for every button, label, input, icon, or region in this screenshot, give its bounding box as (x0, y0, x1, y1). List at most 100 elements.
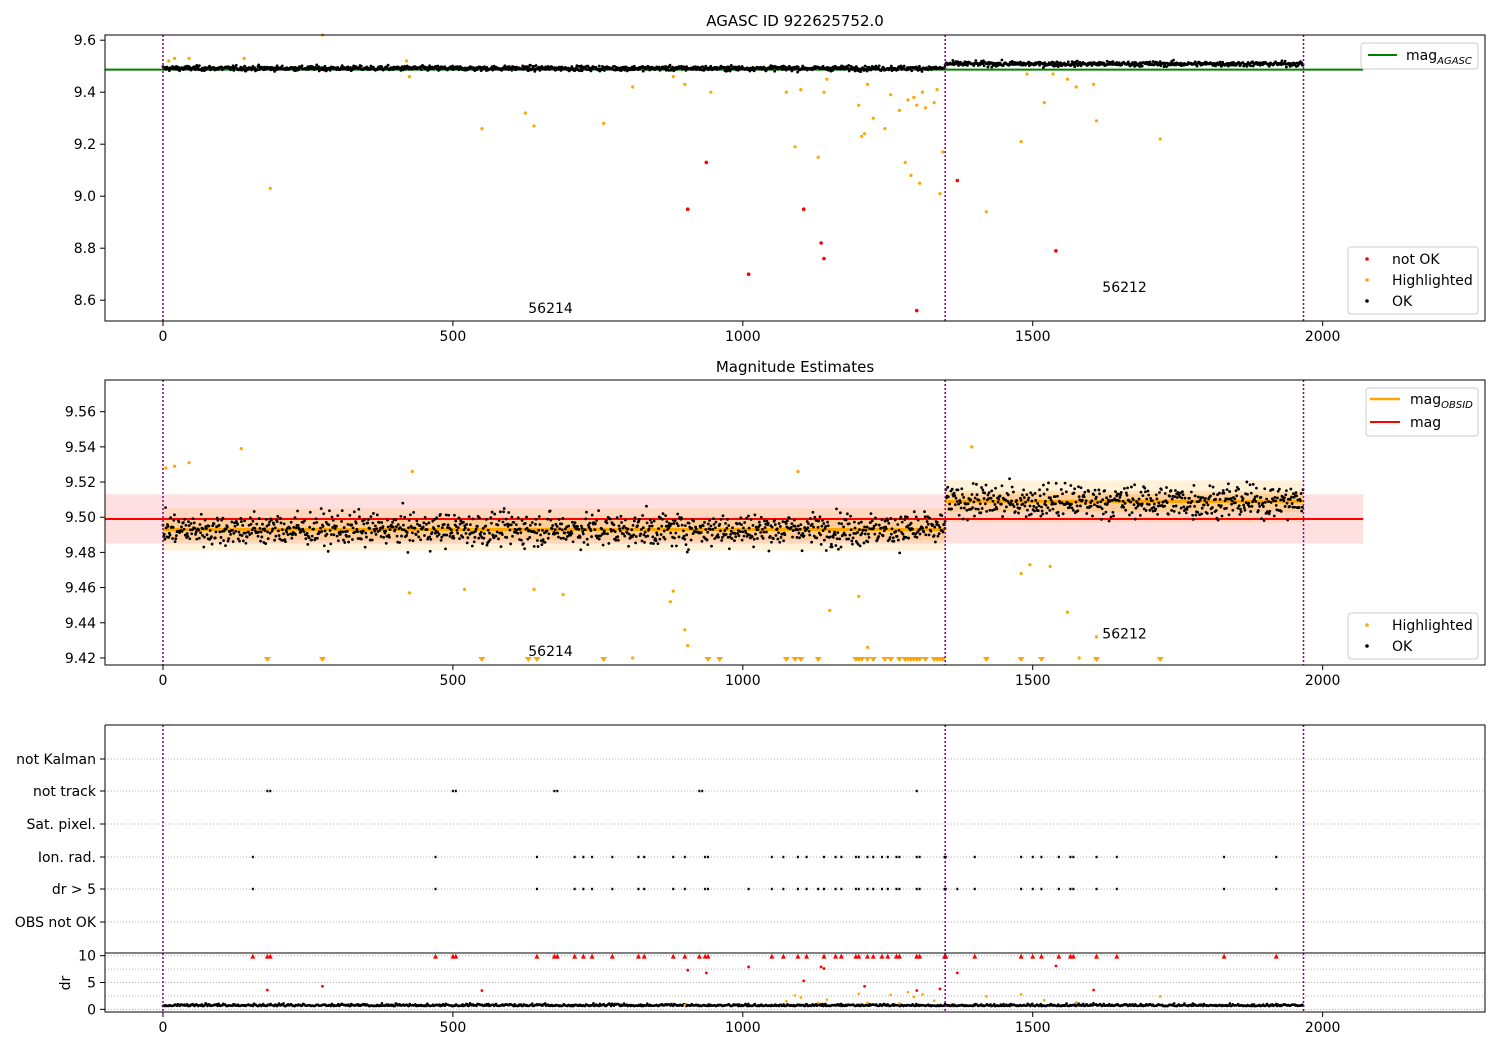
ok-point (446, 523, 450, 527)
ok-point (164, 506, 167, 510)
ok-point (326, 549, 330, 553)
ok-point (1013, 510, 1017, 513)
ok-point (858, 528, 861, 532)
ok-point (1294, 491, 1298, 495)
ok-point (564, 537, 568, 541)
ok-point (950, 507, 953, 511)
ok-point (1124, 491, 1128, 495)
ok-point (1165, 486, 1168, 489)
ok-point (619, 514, 623, 518)
ok-point (1061, 492, 1064, 496)
below-range-marker (916, 657, 924, 662)
ok-point (1087, 490, 1091, 493)
flag-mark (698, 789, 701, 793)
ok-point (518, 527, 522, 531)
ok-point (1277, 487, 1281, 491)
ok-point (331, 518, 335, 522)
ok-point (851, 536, 855, 540)
ok-point (546, 64, 550, 68)
ok-point (448, 535, 452, 538)
ok-point (597, 537, 601, 541)
ok-point (972, 500, 976, 504)
ok-point (560, 528, 564, 532)
ok-point (471, 517, 475, 521)
ok-point (534, 517, 538, 521)
highlighted-point (918, 181, 922, 185)
ok-point (673, 519, 677, 523)
ok-point (607, 542, 611, 545)
highlighted-point (1094, 119, 1099, 123)
obs-label-56214: 56214 (528, 301, 573, 317)
ok-point (606, 532, 609, 536)
ok-point (1179, 506, 1183, 510)
ok-point (234, 63, 238, 67)
ok-point (1152, 502, 1156, 506)
ok-point (761, 536, 765, 540)
ok-point (956, 488, 960, 492)
ok-point (705, 538, 709, 542)
ok-point (381, 525, 385, 528)
ok-point (373, 529, 377, 533)
ok-point (213, 536, 217, 540)
ok-point (1286, 518, 1290, 522)
flag-mark (573, 887, 576, 891)
ok-point (520, 538, 523, 542)
ok-point (537, 515, 541, 518)
ok-point (961, 517, 965, 521)
ok-point (830, 542, 833, 546)
ok-point (557, 535, 560, 539)
ok-point (995, 507, 999, 511)
ok-point (1256, 509, 1260, 512)
flag-mark (840, 855, 843, 859)
ok-point (1063, 481, 1067, 485)
ok-point (358, 515, 361, 519)
ok-point (559, 536, 563, 540)
highlighted-point (480, 127, 484, 131)
ok-point (1138, 513, 1142, 517)
ok-point (219, 536, 223, 539)
ok-point (459, 519, 463, 523)
ok-point (770, 540, 773, 544)
ok-point (232, 68, 236, 72)
ok-point (583, 528, 587, 532)
ok-point (727, 65, 731, 69)
ok-point (886, 519, 889, 522)
ok-point (828, 535, 832, 539)
ok-point (643, 540, 646, 544)
ok-point (1263, 487, 1267, 491)
ok-point (1084, 502, 1087, 505)
ok-point (773, 518, 777, 522)
flag-mark (1115, 855, 1118, 859)
ok-point (330, 515, 334, 519)
ok-point (171, 537, 174, 540)
ok-point (400, 534, 403, 538)
ok-point (303, 519, 306, 523)
ok-point (602, 529, 606, 533)
ok-point (992, 494, 996, 497)
ok-point (1168, 494, 1172, 498)
ok-point (349, 66, 352, 69)
ok-point (724, 532, 728, 536)
ok-point (411, 539, 415, 543)
ok-point (959, 506, 963, 510)
ok-point (1098, 492, 1101, 496)
ok-point (216, 518, 220, 522)
ok-point (820, 524, 824, 528)
ok-point (201, 533, 204, 537)
ok-point (738, 530, 742, 534)
not-ok-point (746, 272, 751, 277)
highlighted-point (984, 210, 988, 214)
ok-point (608, 517, 612, 521)
ok-point (912, 510, 916, 514)
flag-category-label: not track (33, 784, 97, 800)
ok-point (954, 496, 958, 500)
dr-ok-point (379, 1004, 383, 1008)
ok-point (901, 532, 905, 536)
ok-point (1101, 512, 1105, 516)
highlighted-point (683, 628, 687, 632)
ok-point (197, 528, 201, 532)
ok-point (500, 533, 504, 536)
ok-point (648, 524, 652, 528)
ok-point (687, 521, 691, 525)
